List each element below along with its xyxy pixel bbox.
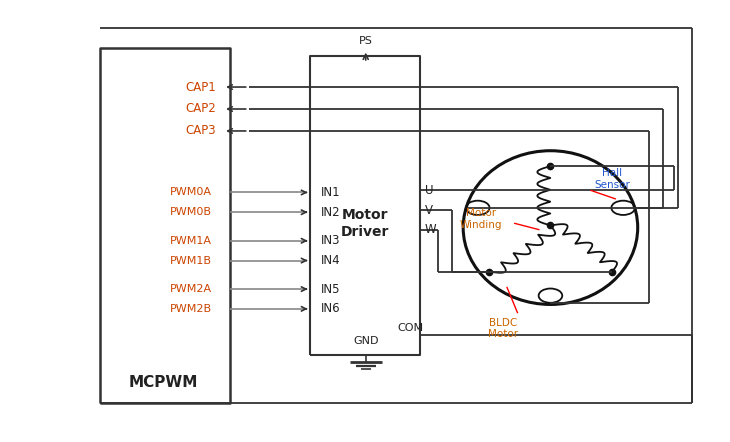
Text: CAP1: CAP1 — [185, 80, 216, 94]
Text: Motor
Driver: Motor Driver — [341, 208, 389, 239]
Text: BLDC
Motor: BLDC Motor — [488, 318, 518, 339]
Text: IN6: IN6 — [321, 302, 341, 315]
Text: IN1: IN1 — [321, 186, 341, 199]
Text: CAP2: CAP2 — [185, 103, 216, 115]
Text: W: W — [425, 223, 437, 236]
Text: GND: GND — [353, 336, 378, 346]
Text: Motor
Winding: Motor Winding — [460, 208, 503, 229]
Text: PWM1A: PWM1A — [170, 236, 212, 246]
Text: PWM0A: PWM0A — [170, 187, 212, 198]
Text: CAP3: CAP3 — [185, 125, 216, 137]
Text: IN4: IN4 — [321, 254, 341, 267]
Text: IN3: IN3 — [321, 234, 341, 247]
Text: Hall
Sensor: Hall Sensor — [594, 168, 630, 190]
Text: MCPWM: MCPWM — [128, 375, 198, 390]
Text: PS: PS — [358, 36, 372, 46]
Text: IN2: IN2 — [321, 206, 341, 219]
Text: PWM2A: PWM2A — [170, 284, 212, 294]
Text: U: U — [425, 184, 433, 197]
Text: COM: COM — [397, 323, 423, 333]
Text: IN5: IN5 — [321, 282, 341, 296]
Text: PWM0B: PWM0B — [170, 207, 212, 217]
Text: PWM2B: PWM2B — [170, 304, 212, 314]
Text: PWM1B: PWM1B — [170, 255, 212, 266]
Text: V: V — [425, 203, 433, 217]
